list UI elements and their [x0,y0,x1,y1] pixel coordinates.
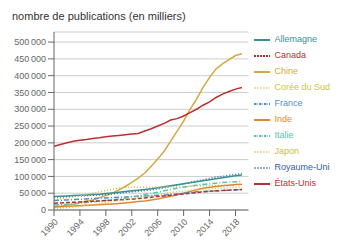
svg-text:350 000: 350 000 [14,88,46,98]
svg-text:300 000: 300 000 [14,104,46,114]
html-text:États-Unis: États-Unis [274,178,316,189]
svg-text:1994: 1994 [65,217,86,238]
html-text:Italie: Italie [274,130,294,141]
html-text:Royaume-Uni: Royaume-Uni [274,162,330,173]
svg-text:2002: 2002 [116,217,137,238]
svg-text:1998: 1998 [91,217,112,238]
html-text:Canada: Canada [274,50,306,61]
svg-text:2010: 2010 [168,217,189,238]
html-text:Corée du Sud: Corée du Sud [274,82,330,93]
svg-text:450 000: 450 000 [14,54,46,64]
svg-text:150 000: 150 000 [14,155,46,165]
svg-text:2014: 2014 [194,217,215,238]
svg-text:2018: 2018 [220,217,241,238]
svg-text:0: 0 [41,205,46,215]
html-text:Inde: Inde [274,114,292,125]
svg-text:1990: 1990 [39,217,60,238]
svg-text:50 000: 50 000 [19,188,46,198]
html-text:nombre de publications (en mil: nombre de publications (en milliers) [12,10,186,22]
svg-text:200 000: 200 000 [14,138,46,148]
html-text:Allemagne: Allemagne [274,34,317,45]
svg-text:100 000: 100 000 [14,172,46,182]
svg-text:400 000: 400 000 [14,71,46,81]
html-text:France: France [274,98,303,109]
html-text:Chine: Chine [274,66,298,77]
svg-text:250 000: 250 000 [14,121,46,131]
svg-text:2006: 2006 [142,217,163,238]
html-text:Japon: Japon [274,146,299,157]
svg-text:500 000: 500 000 [14,37,46,47]
